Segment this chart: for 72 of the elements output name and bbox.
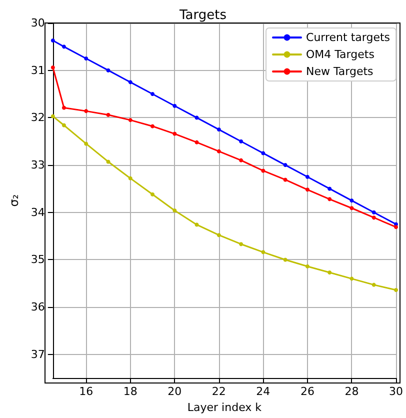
point <box>84 142 88 146</box>
point <box>350 198 354 203</box>
x-tick-label: 16 <box>79 385 94 398</box>
point <box>305 264 310 268</box>
point <box>216 128 221 132</box>
point <box>305 188 310 192</box>
point <box>150 92 155 96</box>
x-tick-label: 26 <box>300 385 314 398</box>
point <box>194 116 199 120</box>
point <box>372 282 376 287</box>
x-tick-label: 18 <box>123 385 138 398</box>
point <box>50 66 55 70</box>
y-tick-label: 36 <box>30 300 45 314</box>
legend-label: New Targets <box>306 65 374 78</box>
point <box>128 118 132 122</box>
point <box>305 174 310 179</box>
point <box>394 225 398 230</box>
point <box>128 80 132 84</box>
point <box>172 208 177 212</box>
x-tick-label: 30 <box>389 385 403 398</box>
point <box>194 140 199 144</box>
point <box>239 158 244 162</box>
point <box>350 276 354 281</box>
point <box>283 178 288 182</box>
point <box>106 68 110 72</box>
point <box>62 44 66 49</box>
point <box>239 242 244 246</box>
point <box>261 250 266 254</box>
x-tick-label: 20 <box>168 385 182 398</box>
point <box>150 124 155 128</box>
y-tick-label: 31 <box>30 64 45 77</box>
x-tick-label: 28 <box>344 385 359 398</box>
point <box>106 112 110 117</box>
point <box>394 288 398 292</box>
point <box>283 258 288 262</box>
y-axis-title: σ₂ <box>7 194 21 207</box>
point <box>239 139 244 144</box>
point <box>216 149 221 154</box>
y-tick-label: 32 <box>30 111 45 124</box>
point <box>261 168 266 173</box>
legend-label: OM4 Targets <box>306 48 375 61</box>
point <box>350 206 354 210</box>
y-tick-label: 35 <box>30 253 45 266</box>
point <box>172 132 177 136</box>
chart-title: Targets <box>178 8 227 23</box>
point <box>372 210 376 214</box>
point <box>84 56 88 61</box>
y-tick-label: 33 <box>30 158 45 172</box>
point <box>328 270 332 275</box>
point <box>84 109 88 114</box>
x-tick-label: 24 <box>256 385 270 398</box>
point <box>50 114 55 118</box>
y-tick-label: 34 <box>30 206 45 219</box>
point <box>328 186 332 191</box>
point <box>172 104 177 108</box>
x-tick-label: 22 <box>212 385 226 398</box>
point <box>62 106 66 110</box>
point <box>128 176 132 180</box>
point <box>372 216 376 220</box>
point <box>106 160 110 164</box>
y-tick-label: 37 <box>30 348 45 361</box>
point <box>194 222 199 227</box>
legend-label: Current targets <box>306 31 390 44</box>
point <box>150 192 155 196</box>
y-tick-label: 30 <box>30 16 45 30</box>
point <box>50 38 55 43</box>
point <box>62 123 66 128</box>
point <box>328 197 332 202</box>
point <box>216 233 221 238</box>
point <box>283 163 288 168</box>
x-axis-title: Layer index k <box>187 401 262 414</box>
point <box>261 151 266 156</box>
